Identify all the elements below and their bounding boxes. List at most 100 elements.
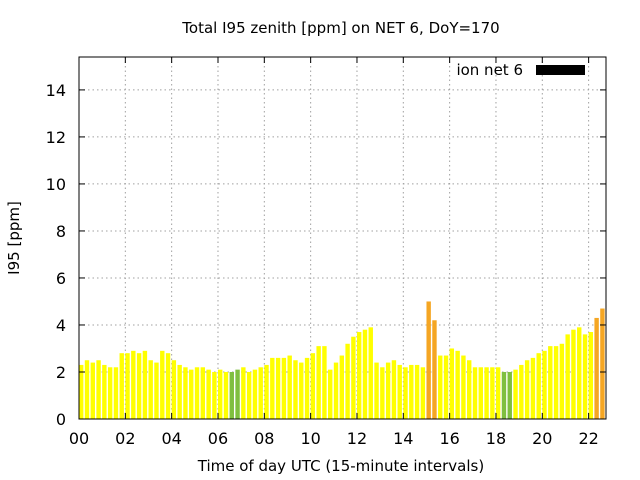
data-bar bbox=[316, 346, 321, 419]
data-bar bbox=[194, 367, 200, 419]
data-bar bbox=[96, 360, 101, 419]
data-bar bbox=[275, 357, 281, 419]
legend: ion net 6 bbox=[456, 61, 585, 79]
y-tick-label: 2 bbox=[56, 363, 66, 382]
data-bar bbox=[478, 367, 483, 419]
data-bar bbox=[183, 367, 188, 419]
data-bar bbox=[206, 369, 211, 419]
data-bar bbox=[241, 367, 246, 419]
data-bar bbox=[461, 355, 466, 419]
data-bar bbox=[142, 350, 148, 419]
y-tick-label: 8 bbox=[56, 222, 66, 241]
x-tick-label: 10 bbox=[300, 429, 320, 448]
data-bar bbox=[84, 360, 90, 419]
data-bar bbox=[212, 371, 217, 419]
data-bar bbox=[293, 360, 298, 419]
data-bar bbox=[577, 327, 582, 419]
y-tick-label: 0 bbox=[56, 410, 66, 429]
data-bar bbox=[403, 367, 408, 419]
data-bar bbox=[438, 355, 443, 419]
data-bar bbox=[310, 353, 316, 419]
data-bar bbox=[258, 367, 263, 419]
data-bars bbox=[79, 292, 607, 419]
data-bar bbox=[79, 364, 84, 419]
data-bar bbox=[484, 367, 489, 419]
data-bar bbox=[356, 332, 362, 419]
data-bar bbox=[299, 362, 304, 419]
data-bar bbox=[582, 334, 588, 419]
data-bar bbox=[200, 367, 206, 419]
data-bar bbox=[304, 357, 310, 419]
data-bar bbox=[519, 364, 524, 419]
data-bar bbox=[345, 343, 350, 419]
data-bar bbox=[530, 357, 536, 419]
data-bar bbox=[472, 367, 478, 419]
x-tick-label: 00 bbox=[69, 429, 89, 448]
data-bar bbox=[420, 367, 426, 419]
data-bar bbox=[409, 364, 414, 419]
data-bar bbox=[171, 360, 177, 419]
data-bar bbox=[217, 369, 223, 419]
axis-ticks bbox=[78, 57, 606, 420]
y-tick-label: 6 bbox=[56, 269, 66, 288]
data-bar bbox=[600, 308, 605, 419]
data-bar bbox=[565, 334, 570, 419]
data-bar bbox=[490, 367, 495, 419]
x-tick-label: 08 bbox=[254, 429, 274, 448]
legend-label: ion net 6 bbox=[456, 61, 523, 79]
data-bar bbox=[113, 367, 119, 419]
data-bar bbox=[495, 367, 501, 419]
data-bar bbox=[426, 301, 431, 419]
x-tick-label: 20 bbox=[532, 429, 552, 448]
data-bar bbox=[443, 355, 449, 419]
data-bar bbox=[571, 329, 576, 419]
data-bar bbox=[536, 353, 541, 419]
data-bar bbox=[380, 367, 385, 419]
data-bar bbox=[391, 360, 397, 419]
y-tick-label: 12 bbox=[46, 128, 66, 147]
data-bar bbox=[594, 317, 599, 419]
x-tick-label: 22 bbox=[578, 429, 598, 448]
data-bar bbox=[501, 371, 507, 419]
data-bar bbox=[432, 320, 437, 419]
data-bar bbox=[351, 336, 356, 419]
x-tick-labels: 00 02 04 06 08 10 12 14 16 18 20 22 bbox=[69, 429, 599, 448]
data-bar bbox=[189, 369, 194, 419]
data-bar bbox=[264, 364, 269, 419]
data-bar bbox=[374, 362, 379, 419]
data-bar bbox=[397, 364, 402, 419]
data-bar bbox=[131, 350, 136, 419]
data-bar bbox=[507, 371, 512, 419]
data-bar bbox=[136, 353, 142, 419]
x-tick-label: 16 bbox=[439, 429, 459, 448]
data-bar bbox=[328, 369, 333, 419]
data-bar bbox=[333, 362, 339, 419]
data-bar bbox=[223, 371, 229, 419]
data-bar bbox=[281, 357, 287, 419]
data-bar bbox=[542, 350, 547, 419]
plot-frame bbox=[78, 56, 607, 420]
data-bar bbox=[322, 346, 327, 419]
x-axis-title: Time of day UTC (15-minute intervals) bbox=[197, 457, 484, 475]
data-bar bbox=[102, 364, 107, 419]
data-bar bbox=[553, 346, 559, 419]
data-bar bbox=[362, 329, 368, 419]
data-bar bbox=[160, 350, 165, 419]
x-tick-label: 02 bbox=[115, 429, 135, 448]
data-bar bbox=[467, 360, 472, 419]
x-tick-label: 18 bbox=[486, 429, 506, 448]
x-tick-label: 04 bbox=[161, 429, 181, 448]
data-bar bbox=[107, 367, 113, 419]
data-bar bbox=[154, 362, 159, 419]
data-bar bbox=[339, 355, 345, 419]
data-bar bbox=[449, 348, 455, 419]
y-axis-title: I95 [ppm] bbox=[5, 201, 23, 275]
chart-title: Total I95 zenith [ppm] on NET 6, DoY=170 bbox=[181, 19, 499, 37]
data-bar bbox=[235, 369, 240, 419]
data-bar bbox=[177, 364, 182, 419]
data-bar bbox=[559, 343, 565, 419]
data-bar bbox=[246, 371, 252, 419]
x-tick-label: 12 bbox=[347, 429, 367, 448]
y-tick-label: 14 bbox=[46, 81, 66, 100]
